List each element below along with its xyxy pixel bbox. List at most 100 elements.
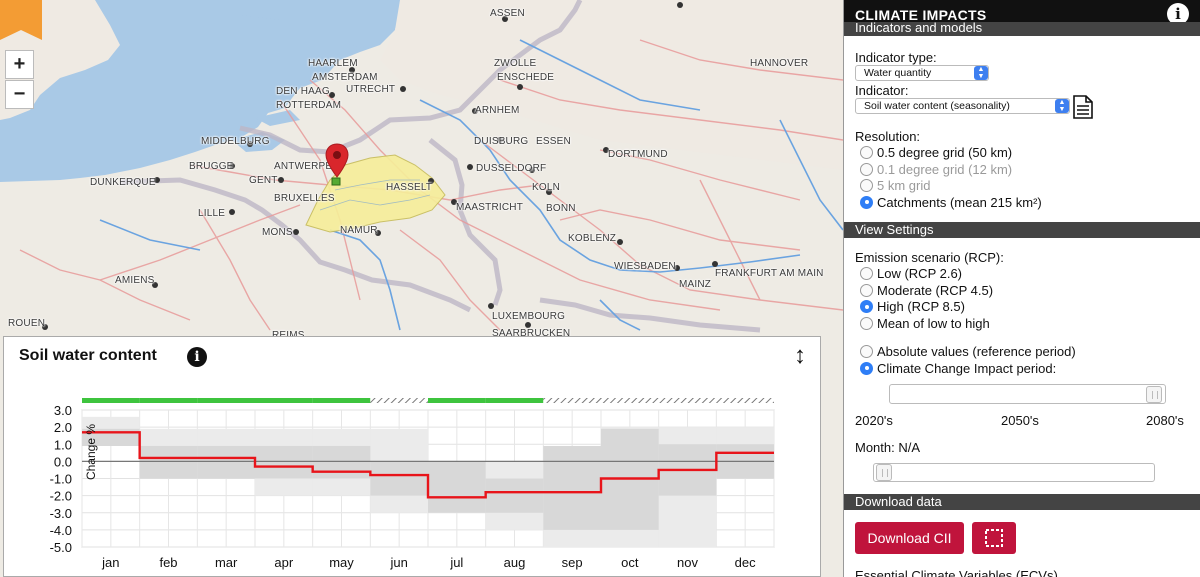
info-icon[interactable]: i <box>1167 3 1189 25</box>
x-tick-label: oct <box>621 555 639 570</box>
y-tick-label: -3.0 <box>50 506 72 521</box>
y-axis-label: Change % <box>84 424 98 480</box>
radio-button[interactable] <box>860 283 873 297</box>
x-tick-label: nov <box>677 555 698 570</box>
radio-label: 5 km grid <box>877 178 931 193</box>
radio-button[interactable] <box>860 316 873 330</box>
agreement-bar-segment <box>82 398 140 403</box>
section-view-settings: View Settings <box>844 222 1200 238</box>
radio-label: Catchments (mean 215 km²) <box>877 194 1042 210</box>
radio-button[interactable] <box>860 361 873 375</box>
radio-label: High (RCP 8.5) <box>877 299 965 314</box>
city-label: UTRECHT <box>346 84 396 95</box>
period-slider[interactable] <box>889 384 1166 404</box>
city-label: MIDDELBURG <box>201 136 270 147</box>
city-label: HAARLEM <box>308 58 358 69</box>
month-label: Month: N/A <box>855 440 921 455</box>
y-tick-label: 0.0 <box>54 454 72 469</box>
radio-button[interactable] <box>860 146 873 159</box>
agreement-bar-segment <box>312 398 371 403</box>
resolution-label: Resolution: <box>855 129 921 144</box>
y-tick-label: -4.0 <box>50 523 72 538</box>
month-slider[interactable] <box>873 463 1155 482</box>
radio-label: Moderate (RCP 4.5) <box>877 282 994 298</box>
agreement-bar-segment <box>658 398 717 403</box>
agreement-bar-segment <box>485 398 544 403</box>
range-band-inner <box>139 445 198 479</box>
indicator-select[interactable]: Soil water content (seasonality) ▲ ▼ <box>855 98 1070 114</box>
city-label: DUSSELDORF <box>476 163 547 174</box>
radio-label: 0.5 degree grid (50 km) <box>877 145 1013 160</box>
radio-option: 0.1 degree grid (12 km) <box>860 162 1012 177</box>
sidebar: CLIMATE IMPACTS i Indicators and models … <box>843 0 1200 577</box>
ecv-section-label: Essential Climate Variables (ECVs) <box>855 568 1058 577</box>
city-label: LUXEMBOURG <box>492 311 566 322</box>
select-arrows-icon: ▲ ▼ <box>1055 99 1069 113</box>
city-label: LILLE <box>198 208 226 219</box>
radio-option[interactable]: Moderate (RCP 4.5) <box>860 283 993 298</box>
location-marker-icon[interactable] <box>324 143 350 189</box>
x-tick-label: mar <box>215 555 238 570</box>
city-label: ASSEN <box>490 8 525 19</box>
bookmark-flag-icon[interactable] <box>0 0 42 40</box>
city-label: ROUEN <box>8 318 46 329</box>
radio-option[interactable]: High (RCP 8.5) <box>860 299 965 314</box>
x-tick-label: sep <box>562 555 583 570</box>
agreement-bar-segment <box>716 398 774 403</box>
section-indicators: Indicators and models <box>844 22 1200 36</box>
radio-option[interactable]: Absolute values (reference period) <box>860 344 1076 359</box>
radio-option[interactable]: 0.5 degree grid (50 km) <box>860 145 1012 160</box>
city-label: DUISBURG <box>474 136 529 147</box>
city-label: BRUGGE <box>189 161 234 172</box>
city-label: HASSELT <box>386 182 433 193</box>
city-label: BRUXELLES <box>274 193 335 204</box>
radio-button[interactable] <box>860 195 873 209</box>
city-label: MONS <box>262 227 293 238</box>
city-label: NAMUR <box>340 225 378 236</box>
city-label: KOBLENZ <box>568 233 617 244</box>
x-tick-label: aug <box>504 555 526 570</box>
city-label: DEN HAAG <box>276 86 330 97</box>
indicator-type-label: Indicator type: <box>855 50 937 65</box>
x-tick-label: jun <box>389 555 407 570</box>
download-cii-button[interactable]: Download CII <box>855 522 964 554</box>
indicator-value: Soil water content (seasonality) <box>864 100 1010 112</box>
city-label: GENT <box>249 175 278 186</box>
city-label: SAARBRUCKEN <box>492 328 571 339</box>
agreement-bar-segment <box>370 398 428 403</box>
indicator-type-value: Water quantity <box>864 67 932 79</box>
series-line <box>82 431 774 499</box>
city-label: AMSTERDAM <box>312 72 378 83</box>
radio-button[interactable] <box>860 345 873 358</box>
select-area-icon <box>985 529 1003 547</box>
radio-option[interactable]: Low (RCP 2.6) <box>860 266 962 281</box>
x-tick-label: dec <box>735 555 756 570</box>
range-band-inner <box>312 445 371 479</box>
radio-option[interactable]: Climate Change Impact period: <box>860 361 1056 376</box>
city-label: MAASTRICHT <box>456 202 523 213</box>
period-slider-thumb[interactable] <box>1146 386 1162 403</box>
radio-button[interactable] <box>860 267 873 280</box>
zoom-in-button[interactable]: + <box>5 50 34 79</box>
chart-info-icon[interactable]: i <box>187 347 207 367</box>
city-label: AMIENS <box>115 275 155 286</box>
document-icon[interactable] <box>1073 95 1093 119</box>
city-label: HANNOVER <box>750 58 809 69</box>
range-band-inner <box>543 445 601 530</box>
soil-water-chart: 3.0 2.0 1.0 0.0 -1.0 -2.0 -3.0 -4.0 -5.0 Change %… <box>50 398 775 570</box>
select-area-button[interactable] <box>972 522 1016 554</box>
resize-vertical-icon[interactable]: ↕ <box>794 342 806 369</box>
zoom-out-button[interactable]: − <box>5 80 34 109</box>
radio-button[interactable] <box>860 300 873 313</box>
agreement-bar-segment <box>601 398 659 403</box>
indicator-type-select[interactable]: Water quantity ▲ ▼ <box>855 65 989 81</box>
range-band-inner <box>485 478 544 513</box>
period-tick-2020: 2020's <box>855 413 893 428</box>
month-slider-thumb[interactable] <box>876 464 892 481</box>
y-tick-label: -2.0 <box>50 489 72 504</box>
city-label: ZWOLLE <box>494 58 537 69</box>
agreement-bar-segment <box>428 398 486 403</box>
radio-option[interactable]: Mean of low to high <box>860 316 990 331</box>
period-tick-2080: 2080's <box>1146 413 1184 428</box>
radio-option[interactable]: Catchments (mean 215 km²) <box>860 195 1042 210</box>
